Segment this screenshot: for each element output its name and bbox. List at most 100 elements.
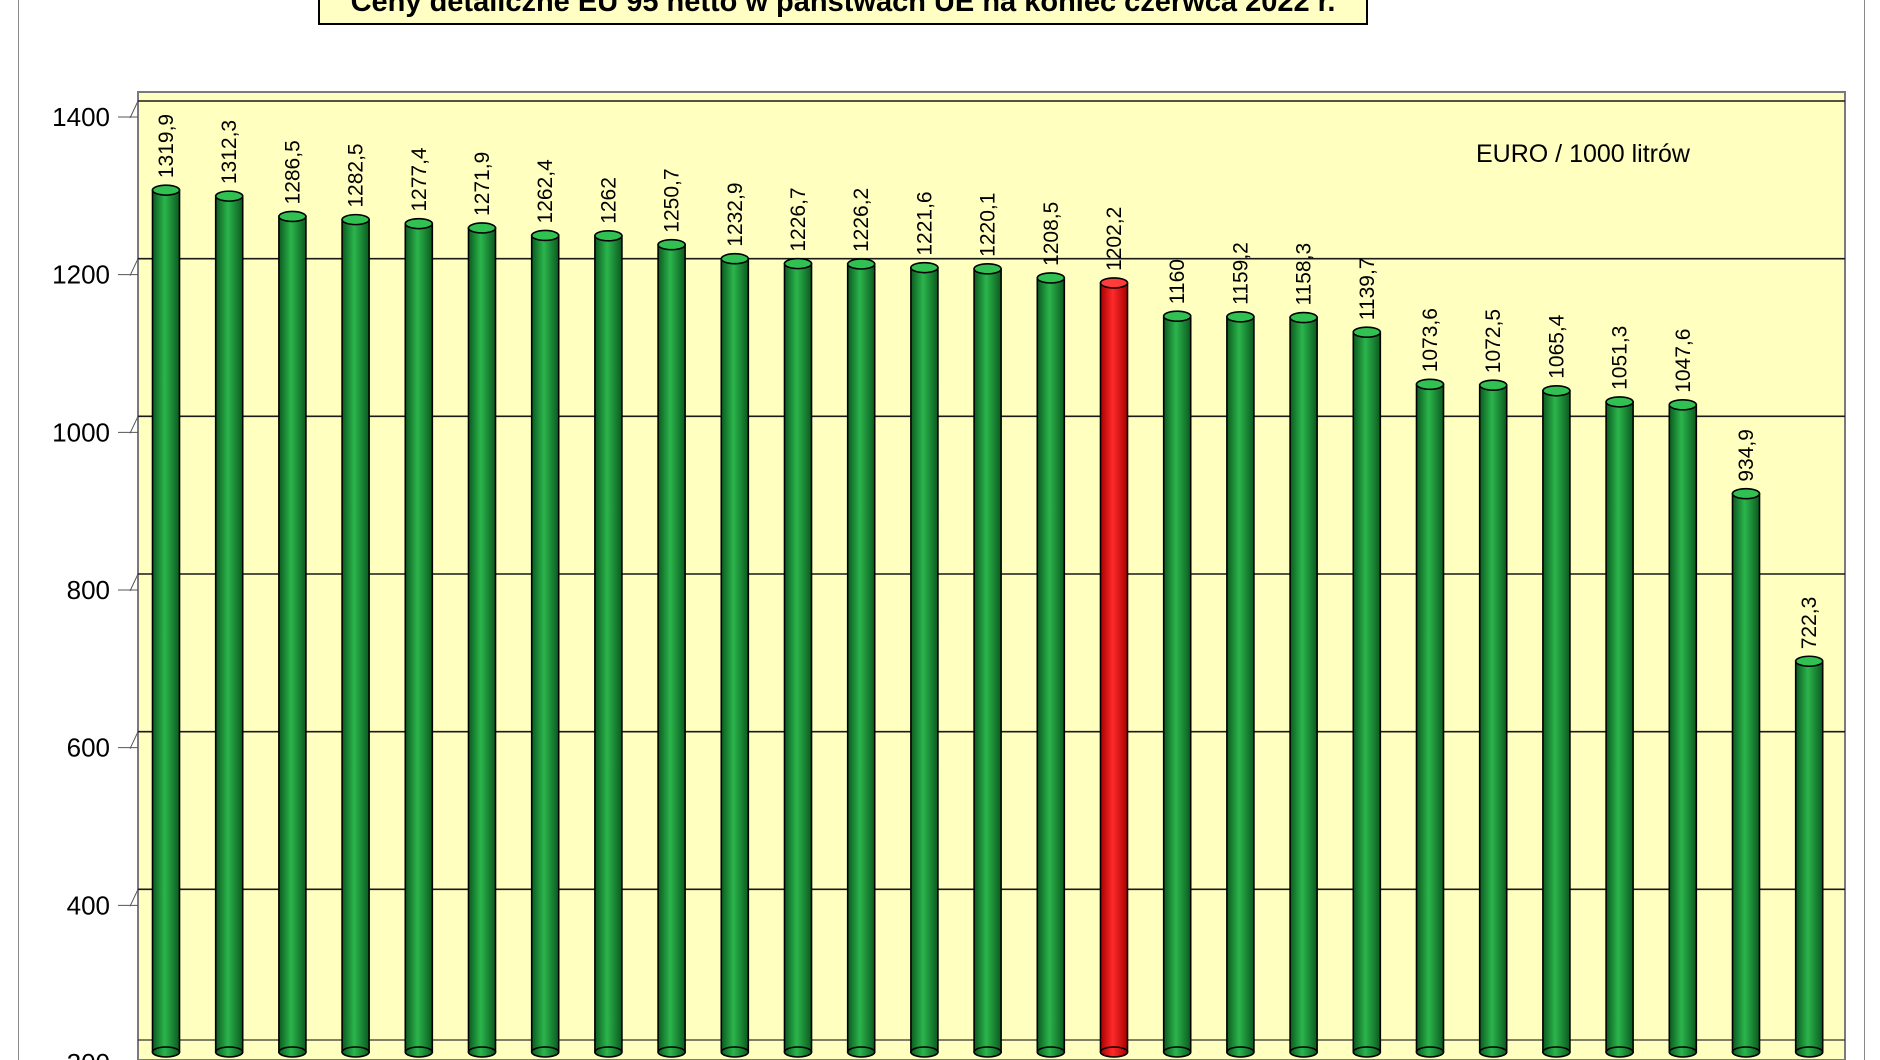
bar-base [1605, 1046, 1634, 1058]
bar-base [151, 1046, 181, 1058]
data-label: 1051,3 [1609, 326, 1632, 390]
bar-body [720, 257, 750, 1053]
data-label: 1250,7 [661, 168, 684, 232]
data-label: 1226,7 [787, 187, 810, 251]
bar-cap [1352, 326, 1382, 339]
bar-cap [1226, 311, 1255, 323]
bar [341, 213, 370, 1058]
data-label: 1226,2 [850, 188, 873, 252]
data-label: 1159,2 [1229, 242, 1252, 305]
data-label: 1277,4 [408, 147, 431, 212]
data-label: 1221,6 [913, 191, 936, 255]
bar [1731, 487, 1761, 1058]
bar [973, 263, 1002, 1058]
bars [151, 184, 1824, 1058]
bar-base [1036, 1046, 1066, 1058]
chart-title: Ceny detaliczne EU 95 netto w państwach … [318, 0, 1368, 25]
bar-cap [720, 252, 750, 265]
bar [467, 222, 497, 1058]
data-label: 1319,9 [155, 114, 178, 178]
bar-base [1289, 1046, 1318, 1058]
data-label: 1202,2 [1103, 207, 1126, 271]
bar-body [594, 234, 623, 1053]
bar-cap [1542, 384, 1571, 397]
bar-body [1099, 282, 1129, 1053]
y-tick-label: 800 [67, 575, 110, 605]
data-labels: 1319,9 1312,3 1286,5 1282,5 1277,4 1271,9 1262… [155, 114, 1821, 649]
bar [1099, 277, 1129, 1058]
bar [151, 184, 181, 1058]
bar-body [214, 195, 244, 1053]
data-label: 1160 [1166, 259, 1189, 304]
y-tick-label: 1000 [52, 417, 110, 447]
bar-body [530, 234, 560, 1053]
bar [1036, 272, 1066, 1058]
data-label: 1282,5 [345, 143, 368, 207]
bar-body [341, 218, 370, 1053]
bar-body [1289, 316, 1318, 1053]
bar [1289, 311, 1318, 1058]
bar-cap [341, 213, 370, 226]
bar-base [720, 1046, 750, 1058]
bar [1605, 396, 1634, 1058]
bar-base [1542, 1046, 1571, 1058]
bar [594, 229, 623, 1058]
gridline-edge-600 [129, 731, 139, 749]
bar-body [846, 263, 876, 1053]
y-tick-label: 400 [67, 890, 110, 920]
bar-base [404, 1046, 434, 1058]
bar-base [973, 1046, 1002, 1058]
bar-cap [151, 184, 181, 196]
bar-base [594, 1046, 623, 1058]
bar-cap [1162, 310, 1192, 323]
data-label: 1139,7 [1356, 258, 1379, 321]
data-label: 1073,6 [1419, 308, 1442, 372]
bar-body [1542, 389, 1571, 1053]
bar-base [846, 1046, 876, 1058]
bar-cap [846, 258, 876, 270]
y-tick-label: 200 [67, 1048, 110, 1060]
bar-cap [278, 210, 307, 223]
bar [1162, 310, 1192, 1058]
bar-body [467, 227, 497, 1053]
bar-body [1478, 384, 1508, 1053]
bar-base [1731, 1046, 1761, 1058]
bar-body [151, 189, 181, 1053]
data-label: 1047,6 [1672, 329, 1695, 393]
bar-base [1352, 1046, 1382, 1058]
bar [530, 229, 560, 1058]
bar-body [1226, 316, 1255, 1053]
data-label: 1232,9 [724, 182, 747, 246]
data-label: 1262,4 [534, 159, 557, 224]
bar [404, 217, 434, 1058]
bar-body [1415, 383, 1445, 1053]
bar-body [657, 243, 686, 1053]
bar [1352, 326, 1382, 1058]
bar-body [1668, 404, 1698, 1053]
data-label: 1208,5 [1040, 202, 1063, 266]
bar-base [1415, 1046, 1445, 1058]
data-label: 1312,3 [218, 120, 241, 184]
bar-base [910, 1046, 939, 1058]
bar [720, 252, 750, 1058]
unit-label: EURO / 1000 litrów [1476, 140, 1690, 168]
bar [214, 190, 244, 1058]
bar [657, 238, 686, 1058]
bar [1794, 655, 1824, 1058]
data-label: 1271,9 [471, 152, 494, 216]
bar [1542, 384, 1571, 1058]
bar-cap [404, 217, 434, 230]
bar-base [467, 1046, 497, 1058]
data-label: 1158,3 [1293, 243, 1316, 306]
bar-cap [1415, 378, 1445, 391]
data-label: 1220,1 [977, 193, 1000, 257]
bar-cap [1731, 487, 1761, 500]
bar-cap [594, 229, 623, 242]
bar-base [278, 1046, 307, 1058]
y-tick-label: 1400 [52, 102, 110, 132]
bar [846, 258, 876, 1058]
page-frame-left [18, 0, 19, 1060]
bar [1478, 379, 1508, 1058]
bar-cap [910, 261, 939, 274]
bar-body [1794, 660, 1824, 1053]
